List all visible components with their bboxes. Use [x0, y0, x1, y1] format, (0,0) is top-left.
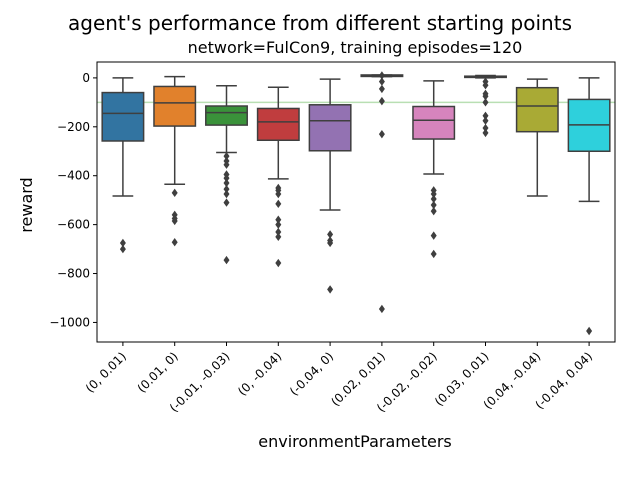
chart-title: agent's performance from different start…	[68, 11, 572, 35]
y-tick-label: −400	[57, 169, 90, 183]
outlier-point	[224, 256, 230, 264]
y-tick-label: −200	[57, 120, 90, 134]
outlier-point	[224, 198, 230, 206]
outlier-point	[483, 116, 489, 124]
outlier-point	[224, 190, 230, 198]
outlier-point	[431, 231, 437, 239]
y-tick-label: −600	[57, 218, 90, 232]
x-tick-label: (0, 0.01)	[83, 349, 129, 395]
outlier-point	[275, 220, 281, 228]
outlier-point	[327, 285, 333, 293]
outlier-point	[483, 98, 489, 106]
outlier-point	[172, 189, 178, 197]
x-tick-label: (0.01, 0)	[135, 349, 181, 395]
plot-area: 0 −200 −400 −600 −800 −1000 (0, 0.01) (0.01, 0)…	[49, 62, 615, 415]
box-body	[154, 86, 195, 126]
outlier-point	[379, 97, 385, 105]
box-body	[309, 105, 350, 151]
outlier-point	[483, 129, 489, 137]
y-tick-label: 0	[82, 71, 90, 85]
outlier-point	[586, 327, 592, 335]
x-tick-label: (0, -0.04)	[235, 349, 284, 398]
x-tick-label: (-0.04, 0)	[287, 349, 336, 398]
chart-subtitle: network=FulCon9, training episodes=120	[188, 38, 523, 57]
outlier-point	[379, 85, 385, 93]
box-body	[258, 108, 299, 140]
outlier-point	[379, 305, 385, 313]
outlier-point	[120, 245, 126, 253]
outlier-point	[172, 238, 178, 246]
outlier-point	[379, 130, 385, 138]
box-body	[517, 88, 558, 132]
outlier-point	[275, 233, 281, 241]
box-body	[206, 106, 247, 125]
box-body	[413, 107, 454, 140]
box-body	[102, 93, 143, 141]
y-axis-label: reward	[17, 177, 36, 232]
outlier-point	[431, 207, 437, 215]
outlier-point	[379, 77, 385, 85]
outlier-point	[275, 200, 281, 208]
y-tick-label: −800	[57, 267, 90, 281]
x-axis-label: environmentParameters	[258, 432, 451, 451]
y-tick-label: −1000	[49, 315, 90, 329]
outlier-point	[275, 259, 281, 267]
outlier-point	[431, 250, 437, 258]
